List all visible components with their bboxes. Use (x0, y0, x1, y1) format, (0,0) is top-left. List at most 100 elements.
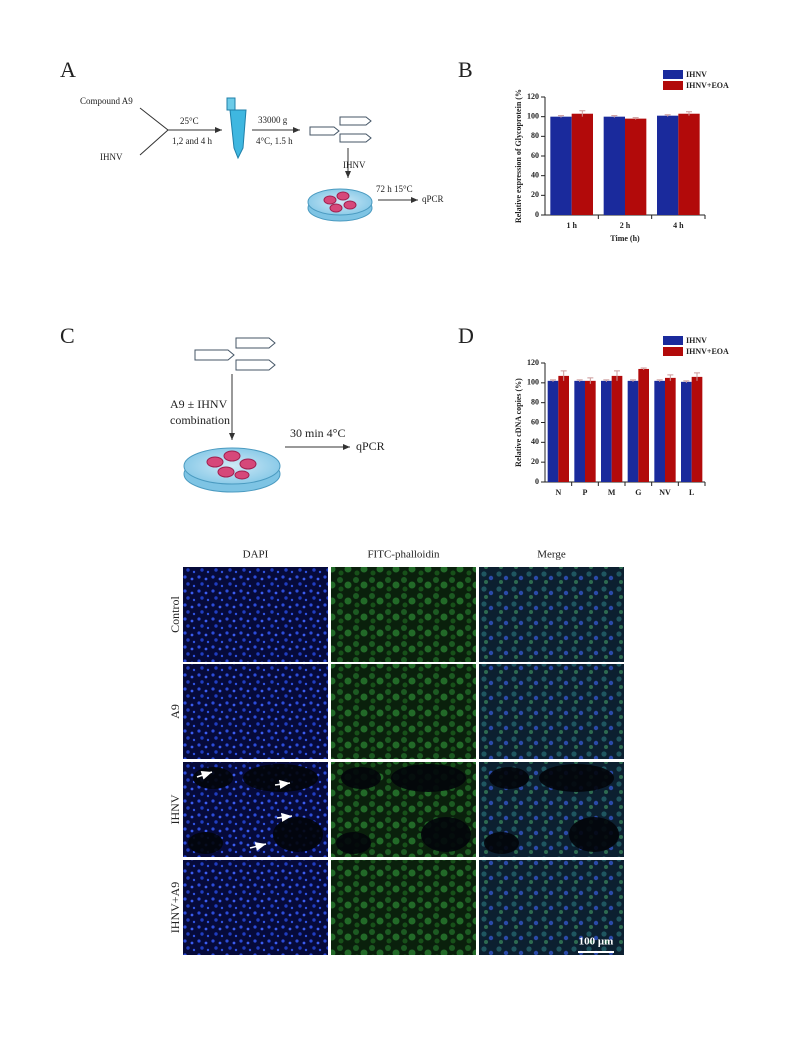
label: 72 h 15°C (376, 184, 413, 194)
x-tick-label: P (583, 488, 588, 497)
y-tick-label: 60 (531, 151, 539, 160)
column-header: DAPI (243, 549, 269, 561)
y-tick-label: 120 (527, 92, 539, 101)
error-bar (632, 117, 639, 120)
micrograph (331, 860, 476, 955)
row-label: IHNV+A9 (168, 882, 182, 933)
cell-free-area (484, 832, 519, 854)
error-bar (683, 380, 690, 383)
x-tick-label: M (608, 488, 616, 497)
y-tick-label: 60 (531, 417, 539, 426)
x-tick-label: L (689, 488, 694, 497)
bar (691, 376, 703, 482)
label: 1,2 and 4 h (172, 136, 212, 146)
error-bar (550, 379, 556, 382)
y-axis-label: Relative cDNA copies (%) (514, 378, 523, 467)
legend-swatch (663, 81, 683, 90)
error-bar (686, 111, 692, 116)
error-bar (667, 374, 674, 381)
cell-free-area (188, 832, 223, 854)
x-tick-label: 1 h (566, 221, 577, 230)
y-tick-label: 40 (531, 437, 539, 446)
cell-free-area (193, 767, 233, 789)
error-bar (630, 379, 636, 382)
y-tick-label: 20 (531, 190, 539, 199)
legend-label: IHNV (686, 336, 707, 345)
panel-label: D (458, 323, 474, 348)
y-tick-label: 120 (527, 358, 539, 367)
cell-free-area (569, 817, 619, 852)
y-tick-label: 80 (531, 131, 539, 140)
error-bar (656, 379, 663, 382)
bar (627, 380, 639, 482)
micrograph (183, 664, 328, 759)
bar (574, 380, 585, 482)
x-tick-label: NV (659, 488, 671, 497)
microscopy-grid: DAPI FITC-phalloidin Merge Control A9 IHNV IHN… (168, 549, 624, 955)
error-bar (576, 379, 583, 382)
bar (665, 377, 676, 482)
scale-bar-label: 100 μm (579, 936, 614, 948)
cell-free-area (489, 767, 529, 789)
legend-swatch (663, 70, 683, 79)
micrograph (183, 567, 328, 662)
column-header: Merge (537, 549, 566, 561)
label: qPCR (356, 439, 385, 453)
micrograph (479, 860, 624, 955)
legend-label: IHNV+EOA (686, 81, 729, 90)
y-tick-label: 20 (531, 457, 539, 466)
micrograph (479, 664, 624, 759)
bar (585, 380, 596, 482)
error-bar (694, 372, 700, 381)
row-label: Control (168, 596, 182, 633)
error-bar (640, 367, 647, 370)
y-tick-label: 100 (527, 378, 539, 387)
error-bar (579, 110, 586, 117)
cell-free-area (341, 767, 381, 789)
diagram-c: A9 ± IHNV combination 30 min 4°C qPCR (170, 337, 385, 493)
label: 33000 g (258, 115, 288, 125)
bar (611, 375, 623, 482)
bar (638, 368, 649, 482)
bar (601, 380, 612, 482)
label: 4°C, 1.5 h (256, 136, 293, 146)
y-tick-label: 100 (527, 111, 539, 120)
panel-label: C (60, 323, 75, 348)
label: 30 min 4°C (290, 426, 345, 440)
column-header: FITC-phalloidin (367, 549, 440, 561)
error-bar (560, 370, 567, 381)
bar (550, 116, 572, 215)
x-tick-label: G (635, 488, 641, 497)
cell-free-area (391, 764, 466, 792)
y-axis-label: Relative expression of Glycoprotein (% (514, 89, 523, 223)
x-tick-label: 2 h (620, 221, 631, 230)
cell-free-area (539, 764, 614, 792)
cell-free-area (273, 817, 323, 852)
legend-label: IHNV (686, 70, 707, 79)
error-bar (603, 379, 610, 382)
arrow (274, 779, 291, 789)
legend-label: IHNV+EOA (686, 347, 729, 356)
label: Compound A9 (80, 96, 133, 106)
error-bar (614, 370, 620, 381)
label: combination (170, 413, 230, 427)
micrograph (331, 664, 476, 759)
label: IHNV (343, 160, 366, 170)
arrow (276, 812, 293, 822)
diagram-a: Compound A9 IHNV 25°C 1,2 and 4 h 33000 … (80, 96, 444, 222)
bar (547, 380, 559, 482)
label: 25°C (180, 116, 199, 126)
label: IHNV (100, 152, 123, 162)
y-tick-label: 0 (535, 210, 539, 219)
legend-swatch (663, 347, 683, 356)
error-bar (558, 115, 564, 118)
micrograph (331, 567, 476, 662)
arrow (249, 842, 267, 851)
cell-free-area (421, 817, 471, 852)
row-label: IHNV (168, 794, 182, 824)
legend-swatch (663, 336, 683, 345)
bar (603, 116, 625, 215)
error-bar (587, 377, 594, 384)
